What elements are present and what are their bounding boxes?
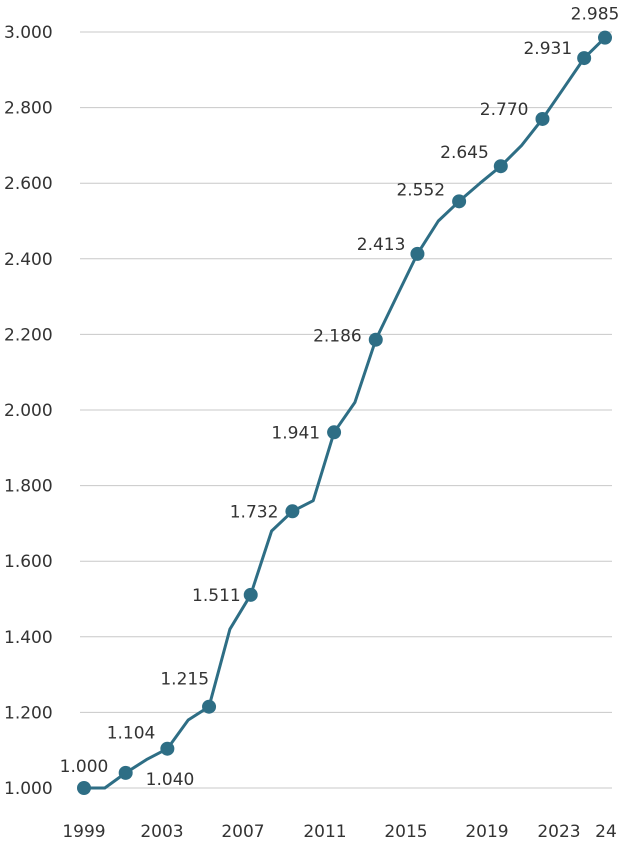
data-point-2009 <box>285 504 300 519</box>
grid-lines <box>80 31 612 789</box>
data-point-2015 <box>410 246 425 261</box>
data-point-2005 <box>202 699 217 714</box>
data-label-2021: 2.770 <box>480 100 529 120</box>
data-label-2009: 1.732 <box>230 502 279 522</box>
data-point-2023 <box>577 51 592 66</box>
data-point-2021 <box>535 111 550 126</box>
x-axis-ticks: 1999 2003 2007 2011 2015 2019 2023 24 <box>62 822 616 842</box>
data-label-2001: 1.040 <box>146 770 195 790</box>
y-tick-label-1000: 1.000 <box>4 779 53 799</box>
y-tick-label-3000: 3.000 <box>4 23 53 43</box>
y-tick-label-2600: 2.600 <box>4 174 53 194</box>
data-point-2017 <box>452 194 467 209</box>
y-tick-label-2800: 2.800 <box>4 99 53 119</box>
data-label-2023: 2.931 <box>523 39 572 59</box>
x-tick-label-24: 24 <box>595 822 617 842</box>
data-label-2003: 1.104 <box>107 724 156 744</box>
y-tick-label-2400: 2.400 <box>4 250 53 270</box>
series-markers <box>77 30 612 795</box>
y-tick-label-2200: 2.200 <box>4 325 53 345</box>
data-label-2015: 2.413 <box>357 235 406 255</box>
data-label-1999: 1.000 <box>60 757 109 777</box>
data-point-2019 <box>493 159 508 174</box>
data-label-2013: 2.186 <box>313 327 362 347</box>
data-point-2001 <box>118 765 133 780</box>
x-tick-label-2011: 2011 <box>303 822 346 842</box>
data-point-2013 <box>368 332 383 347</box>
data-point-2007 <box>243 587 258 602</box>
y-tick-label-1400: 1.400 <box>4 628 53 648</box>
data-label-2011: 1.941 <box>271 423 320 443</box>
y-tick-label-2000: 2.000 <box>4 401 53 421</box>
data-point-1999 <box>77 781 91 795</box>
y-tick-label-1200: 1.200 <box>4 703 53 723</box>
data-labels: 1.000 1.040 1.104 1.215 1.511 1.732 1.941 2.186… <box>60 5 620 790</box>
x-tick-label-2019: 2019 <box>465 822 508 842</box>
data-point-2024 <box>598 30 612 45</box>
x-tick-label-2015: 2015 <box>384 822 427 842</box>
data-point-2011 <box>327 425 342 440</box>
y-axis-ticks: 1.000 1.200 1.400 1.600 1.800 2.000 2.200 2.400… <box>4 23 53 799</box>
y-tick-label-1800: 1.800 <box>4 477 53 497</box>
data-label-2017: 2.552 <box>396 180 445 200</box>
x-tick-label-1999: 1999 <box>62 822 105 842</box>
data-label-2024: 2.985 <box>571 5 620 25</box>
x-tick-label-2003: 2003 <box>140 822 183 842</box>
data-label-2005: 1.215 <box>160 670 209 690</box>
data-label-2007: 1.511 <box>192 586 241 606</box>
data-point-2003 <box>160 741 175 756</box>
x-tick-label-2007: 2007 <box>221 822 264 842</box>
data-label-2019: 2.645 <box>440 143 489 163</box>
y-tick-label-1600: 1.600 <box>4 552 53 572</box>
x-tick-label-2023: 2023 <box>537 822 580 842</box>
